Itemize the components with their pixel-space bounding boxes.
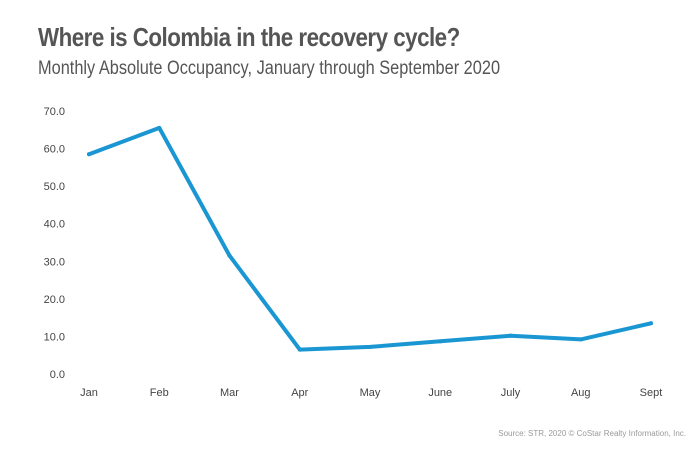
y-tick-label: 50.0	[44, 181, 65, 193]
data-point	[649, 321, 653, 326]
data-point	[157, 125, 162, 130]
y-tick-label: 10.0	[44, 331, 65, 343]
data-point	[227, 253, 232, 258]
y-tick-label: 0.0	[50, 369, 65, 381]
chart-title: Where is Colombia in the recovery cycle?	[38, 22, 460, 52]
x-tick-label: Feb	[150, 387, 169, 399]
y-tick-label: 30.0	[44, 256, 65, 268]
y-tick-label: 20.0	[44, 294, 65, 306]
x-tick-label: Aug	[571, 387, 591, 399]
x-tick-label: May	[360, 387, 381, 399]
y-axis-tick-labels: 0.0 10.0 20.0 30.0 40.0 50.0 60.0 70.0	[44, 106, 65, 381]
y-tick-label: 60.0	[44, 144, 65, 156]
data-point	[438, 339, 443, 344]
data-point	[508, 333, 513, 338]
x-axis-tick-labels: Jan Feb Mar Apr May June July Aug Sept	[80, 387, 662, 399]
x-tick-label: Apr	[291, 387, 308, 399]
source-note: Source: STR, 2020 © CoStar Realty Inform…	[498, 429, 686, 438]
occupancy-series-line	[87, 125, 653, 352]
y-tick-label: 40.0	[44, 219, 65, 231]
x-tick-label: June	[428, 387, 452, 399]
data-point	[578, 337, 583, 342]
x-tick-label: Mar	[220, 387, 239, 399]
data-point	[297, 347, 302, 352]
x-tick-label: Jan	[80, 387, 98, 399]
y-tick-label: 70.0	[44, 106, 65, 118]
series-group	[87, 125, 653, 352]
data-point	[368, 344, 372, 349]
data-point	[87, 152, 91, 157]
x-tick-label: Sept	[640, 387, 663, 399]
x-tick-label: July	[501, 387, 521, 399]
chart-subtitle: Monthly Absolute Occupancy, January thro…	[38, 58, 501, 79]
